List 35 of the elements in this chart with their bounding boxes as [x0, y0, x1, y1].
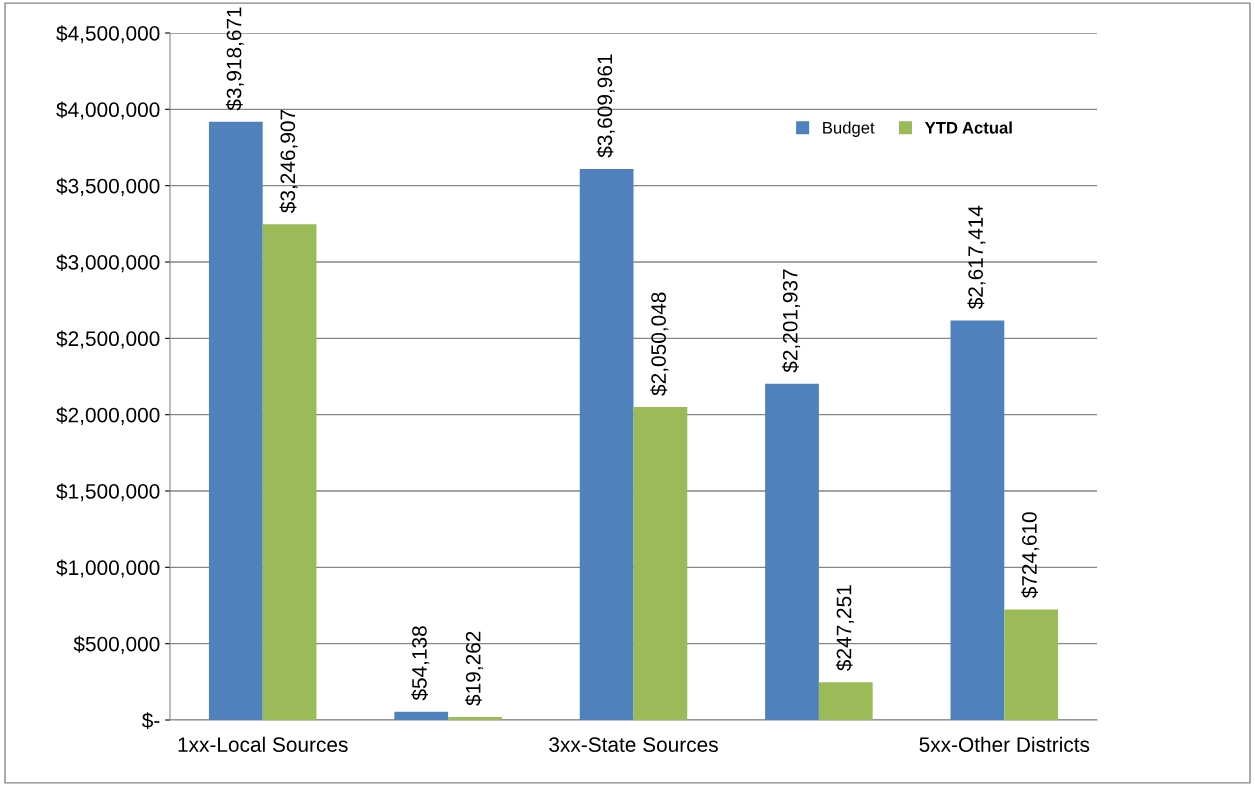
- y-tick-label: $2,000,000: [56, 406, 160, 425]
- x-tick-label: 5xx-Other Districts: [919, 736, 1090, 752]
- data-label: $3,246,907: [279, 109, 298, 213]
- y-tick-label: $4,000,000: [56, 101, 160, 120]
- bar: [448, 717, 502, 720]
- data-label: $2,050,048: [650, 292, 669, 396]
- y-tick-label: $2,500,000: [56, 330, 160, 349]
- x-tick-label: 3xx-State Sources: [549, 737, 718, 752]
- y-tick-label: $3,000,000: [56, 254, 160, 273]
- bar: [579, 168, 634, 720]
- bar: [818, 682, 873, 720]
- legend-label: Budget: [823, 121, 875, 137]
- y-tick-label: $1,500,000: [56, 483, 160, 502]
- y-tick-label: $3,500,000: [56, 177, 160, 196]
- y-tick-label: $-: [141, 712, 160, 729]
- data-label: $3,609,961: [596, 54, 615, 158]
- data-label: $19,262: [464, 631, 484, 706]
- bar: [765, 383, 819, 720]
- legend-label: YTD Actual: [924, 121, 1012, 134]
- x-tick-label: 1xx-Local Sources: [178, 736, 348, 752]
- y-tick-label: $1,000,000: [56, 559, 160, 578]
- data-label: $247,251: [835, 585, 854, 671]
- data-label: $2,201,937: [781, 269, 801, 373]
- bar: [394, 711, 449, 720]
- bar: [1004, 609, 1059, 720]
- y-tick-label: $500,000: [73, 635, 160, 654]
- bar: [208, 121, 263, 720]
- y-tick-label: $4,500,000: [56, 25, 160, 44]
- data-label: $724,610: [1021, 512, 1040, 599]
- data-label: $3,918,671: [225, 7, 244, 111]
- bar: [262, 224, 317, 720]
- data-label: $2,617,414: [967, 205, 986, 310]
- bar: [633, 407, 688, 720]
- bar: [950, 320, 1005, 720]
- data-label: $54,138: [411, 626, 430, 701]
